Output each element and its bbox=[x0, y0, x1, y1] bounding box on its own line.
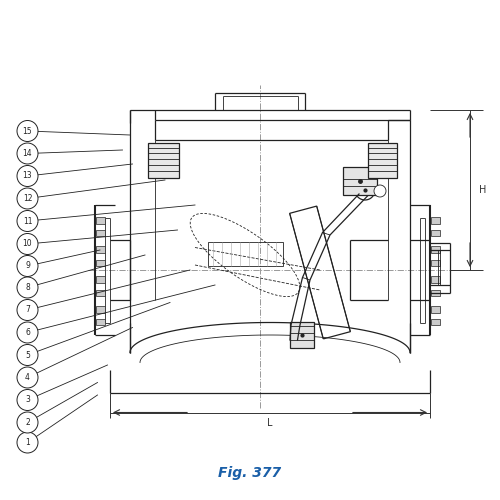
Text: 1: 1 bbox=[25, 438, 30, 447]
Bar bbox=[208, 242, 282, 266]
Bar bbox=[431, 217, 440, 224]
Circle shape bbox=[355, 180, 375, 200]
Text: 5: 5 bbox=[25, 350, 30, 360]
Circle shape bbox=[17, 277, 38, 298]
Circle shape bbox=[17, 390, 38, 410]
Bar bbox=[431, 276, 440, 282]
Bar bbox=[431, 306, 440, 312]
Bar bbox=[96, 217, 105, 224]
Text: 2: 2 bbox=[25, 418, 30, 427]
Bar bbox=[96, 246, 105, 252]
Text: 3: 3 bbox=[25, 396, 30, 404]
Bar bbox=[431, 290, 440, 296]
Bar bbox=[431, 230, 440, 236]
Text: 6: 6 bbox=[25, 328, 30, 337]
Bar bbox=[96, 318, 105, 325]
Circle shape bbox=[17, 166, 38, 186]
Text: 7: 7 bbox=[25, 306, 30, 314]
Text: 12: 12 bbox=[23, 194, 32, 203]
Circle shape bbox=[17, 143, 38, 164]
Circle shape bbox=[17, 300, 38, 320]
Bar bbox=[368, 144, 396, 178]
Text: H: H bbox=[479, 185, 486, 195]
Text: 8: 8 bbox=[25, 283, 30, 292]
Circle shape bbox=[17, 120, 38, 142]
Bar bbox=[96, 306, 105, 312]
Circle shape bbox=[17, 432, 38, 453]
Bar bbox=[96, 230, 105, 236]
Bar bbox=[431, 260, 440, 266]
Text: 15: 15 bbox=[22, 126, 32, 136]
Bar bbox=[96, 276, 105, 282]
Text: 11: 11 bbox=[23, 216, 32, 226]
Circle shape bbox=[17, 188, 38, 209]
Circle shape bbox=[17, 234, 38, 254]
Bar bbox=[431, 246, 440, 252]
Bar bbox=[431, 318, 440, 325]
Text: 9: 9 bbox=[25, 262, 30, 270]
Text: Fig. 377: Fig. 377 bbox=[218, 466, 282, 479]
Text: 13: 13 bbox=[22, 172, 32, 180]
Text: 10: 10 bbox=[22, 240, 32, 248]
Text: 4: 4 bbox=[25, 373, 30, 382]
Circle shape bbox=[17, 210, 38, 232]
Text: L: L bbox=[267, 418, 273, 428]
Bar bbox=[148, 144, 178, 178]
Bar bbox=[342, 168, 376, 195]
Circle shape bbox=[17, 367, 38, 388]
Circle shape bbox=[17, 256, 38, 276]
Text: 14: 14 bbox=[22, 149, 32, 158]
Bar bbox=[96, 290, 105, 296]
Bar bbox=[290, 322, 314, 347]
Circle shape bbox=[374, 185, 386, 197]
Circle shape bbox=[17, 322, 38, 343]
Circle shape bbox=[17, 344, 38, 366]
Bar bbox=[96, 260, 105, 266]
Circle shape bbox=[17, 412, 38, 433]
